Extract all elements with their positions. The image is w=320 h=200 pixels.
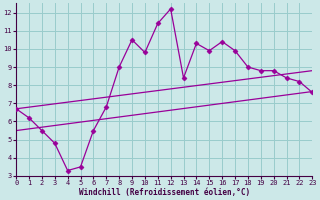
X-axis label: Windchill (Refroidissement éolien,°C): Windchill (Refroidissement éolien,°C) — [79, 188, 250, 197]
